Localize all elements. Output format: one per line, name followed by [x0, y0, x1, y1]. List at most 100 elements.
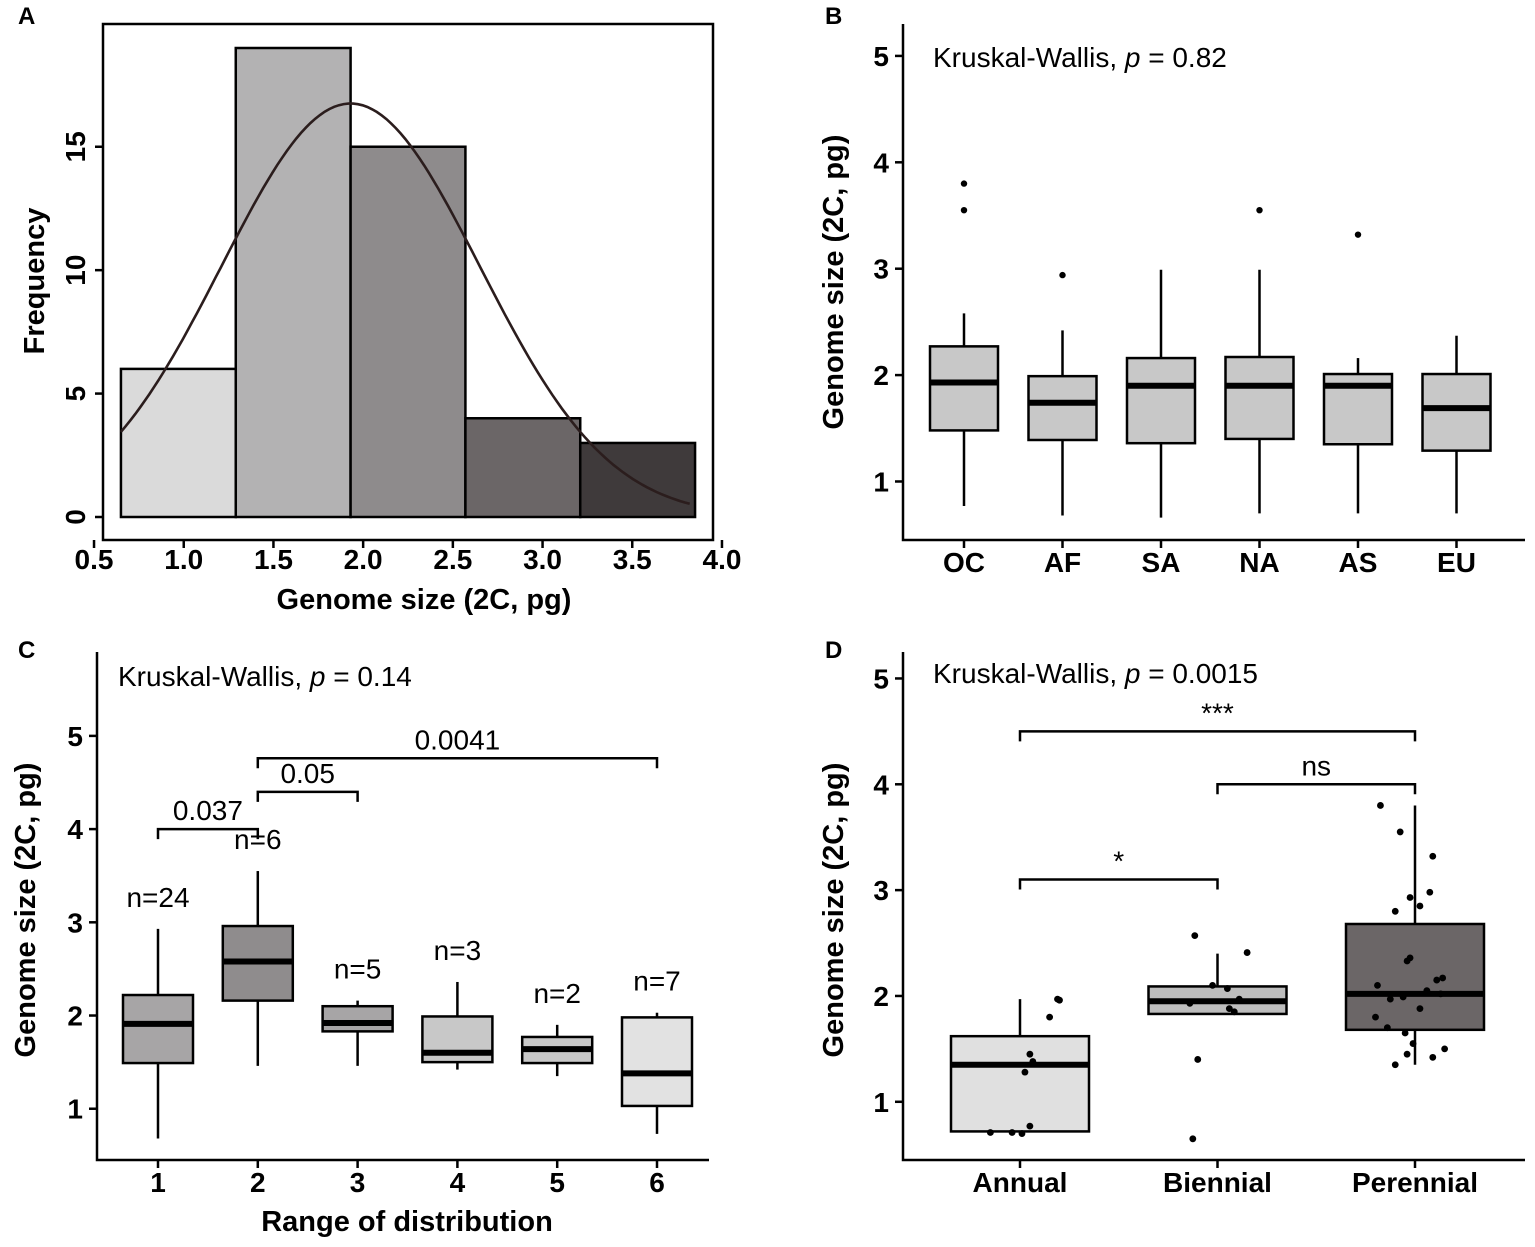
x-axis-title-a: Genome size (2C, pg): [277, 584, 572, 616]
y-axis-title-c: Genome size (2C, pg): [10, 763, 42, 1058]
significance-label-2: ns: [1301, 750, 1331, 781]
x-tick-label-Perennial: Perennial: [1352, 1167, 1478, 1198]
significance-bracket-2: [1216, 783, 1417, 795]
data-point-Biennial-10: [1189, 1135, 1197, 1143]
significance-label-3: 0.0041: [415, 724, 501, 755]
x-tick-label-3: 3: [350, 1167, 366, 1198]
x-tick-label-Biennial: Biennial: [1163, 1167, 1272, 1198]
y-tick-label-5: 5: [873, 663, 889, 694]
y-tick-label-1: 1: [873, 1087, 889, 1118]
significance-bracket-1: [156, 827, 260, 840]
significance-bracket-1: [1018, 878, 1219, 890]
kruskal-wallis-annotation-b: Kruskal-Wallis, p = 0.82: [933, 42, 1227, 73]
box-Annual: [949, 1034, 1091, 1133]
outlier-point-NA-1: [1256, 206, 1263, 214]
data-point-Perennial-17: [1416, 1005, 1424, 1013]
sample-size-label-5: n=2: [533, 978, 581, 1009]
data-point-Biennial-6: [1186, 999, 1194, 1007]
box-6: [620, 1016, 694, 1108]
data-point-Annual-9: [1008, 1129, 1016, 1136]
y-tick-label-15: 15: [60, 131, 91, 162]
data-point-Annual-6: [1021, 1068, 1029, 1076]
data-point-Perennial-21: [1409, 1040, 1417, 1047]
y-tick-label-5: 5: [873, 41, 889, 72]
y-tick-label-3: 3: [873, 875, 889, 906]
data-point-Perennial-9: [1403, 957, 1411, 965]
y-tick-label-5: 5: [67, 721, 83, 752]
panel-b-boxes: [928, 180, 1492, 518]
y-tick-label-2: 2: [873, 360, 889, 391]
panel-d-boxes: [949, 802, 1486, 1143]
data-point-Perennial-19: [1383, 1024, 1391, 1032]
box-OC: [928, 345, 1000, 432]
significance-label-3: ***: [1201, 697, 1234, 728]
panel-a-histogram: [119, 46, 697, 519]
x-tick-label-SA: SA: [1142, 547, 1181, 578]
panel-d-axes: [901, 652, 1525, 1162]
panel-label-a: A: [18, 3, 35, 30]
panel-b-axes: [901, 24, 1525, 542]
x-tick-label-0.5: 0.5: [75, 544, 114, 575]
data-point-Perennial-23: [1403, 1050, 1411, 1058]
x-tick-label-AF: AF: [1044, 547, 1081, 578]
histogram-bar-2: [234, 46, 352, 519]
data-point-Perennial-1: [1377, 802, 1384, 809]
data-point-Perennial-15: [1399, 993, 1407, 1001]
x-tick-label-3.0: 3.0: [523, 544, 562, 575]
significance-label-2: 0.05: [280, 758, 335, 789]
x-tick-label-Annual: Annual: [973, 1167, 1068, 1198]
y-tick-label-1: 1: [873, 466, 889, 497]
histogram-bar-4: [464, 417, 582, 519]
kruskal-wallis-annotation-c: Kruskal-Wallis, p = 0.14: [118, 661, 412, 692]
data-point-Perennial-25: [1391, 1061, 1399, 1069]
x-axis-title-c: Range of distribution: [261, 1206, 553, 1238]
data-point-Biennial-2: [1243, 949, 1251, 956]
data-point-Annual-10: [1018, 1130, 1026, 1137]
y-axis-title-d: Genome size (2C, pg): [818, 763, 850, 1058]
x-tick-label-2.5: 2.5: [433, 544, 472, 575]
box-Perennial: [1344, 922, 1486, 1032]
box-1: [121, 993, 195, 1065]
box-SA: [1125, 356, 1197, 445]
x-tick-label-NA: NA: [1239, 547, 1279, 578]
data-point-Perennial-7: [1391, 907, 1399, 915]
box-AF: [1027, 374, 1098, 442]
x-tick-label-1: 1: [150, 1167, 166, 1198]
data-point-Perennial-6: [1416, 902, 1424, 910]
kw-test-name: Kruskal-Wallis,: [933, 42, 1125, 73]
significance-label-1: *: [1113, 846, 1124, 877]
data-point-Biennial-5: [1235, 995, 1243, 1003]
data-point-Annual-4: [1026, 1050, 1034, 1058]
x-tick-label-3.5: 3.5: [613, 544, 652, 575]
kw-test-name: Kruskal-Wallis,: [933, 658, 1125, 689]
data-point-Annual-3: [1046, 1013, 1054, 1021]
outlier-point-AF-1: [1059, 271, 1066, 279]
data-point-Biennial-4: [1223, 985, 1231, 992]
data-point-Annual-7: [1026, 1122, 1034, 1130]
significance-bracket-2: [256, 790, 359, 802]
data-point-Perennial-2: [1396, 828, 1404, 836]
data-point-Annual-5: [1029, 1058, 1037, 1065]
sample-size-label-3: n=5: [334, 954, 382, 985]
kruskal-wallis-annotation-d: Kruskal-Wallis, p = 0.0015: [933, 658, 1258, 689]
x-tick-label-6: 6: [649, 1167, 665, 1198]
y-tick-label-3: 3: [67, 907, 83, 938]
y-tick-label-0: 0: [60, 509, 91, 525]
histogram-bar-3: [349, 145, 467, 519]
data-point-Annual-8: [986, 1129, 994, 1136]
x-tick-label-2: 2: [250, 1167, 266, 1198]
kw-p-value: = 0.14: [325, 661, 411, 692]
sample-size-label-4: n=3: [434, 935, 482, 966]
x-tick-label-2.0: 2.0: [344, 544, 383, 575]
data-point-Biennial-3: [1209, 981, 1216, 989]
sample-size-label-1: n=24: [126, 882, 189, 913]
data-point-Biennial-7: [1225, 1005, 1233, 1013]
data-point-Perennial-20: [1401, 1029, 1409, 1037]
kw-p-value: = 0.82: [1140, 42, 1226, 73]
histogram-bar-1: [119, 367, 238, 519]
y-tick-label-4: 4: [67, 814, 83, 845]
data-point-Biennial-8: [1230, 1008, 1238, 1016]
panel-label-d: D: [825, 637, 842, 664]
outlier-point-OC-2: [960, 180, 968, 187]
data-point-Perennial-22: [1441, 1045, 1449, 1053]
